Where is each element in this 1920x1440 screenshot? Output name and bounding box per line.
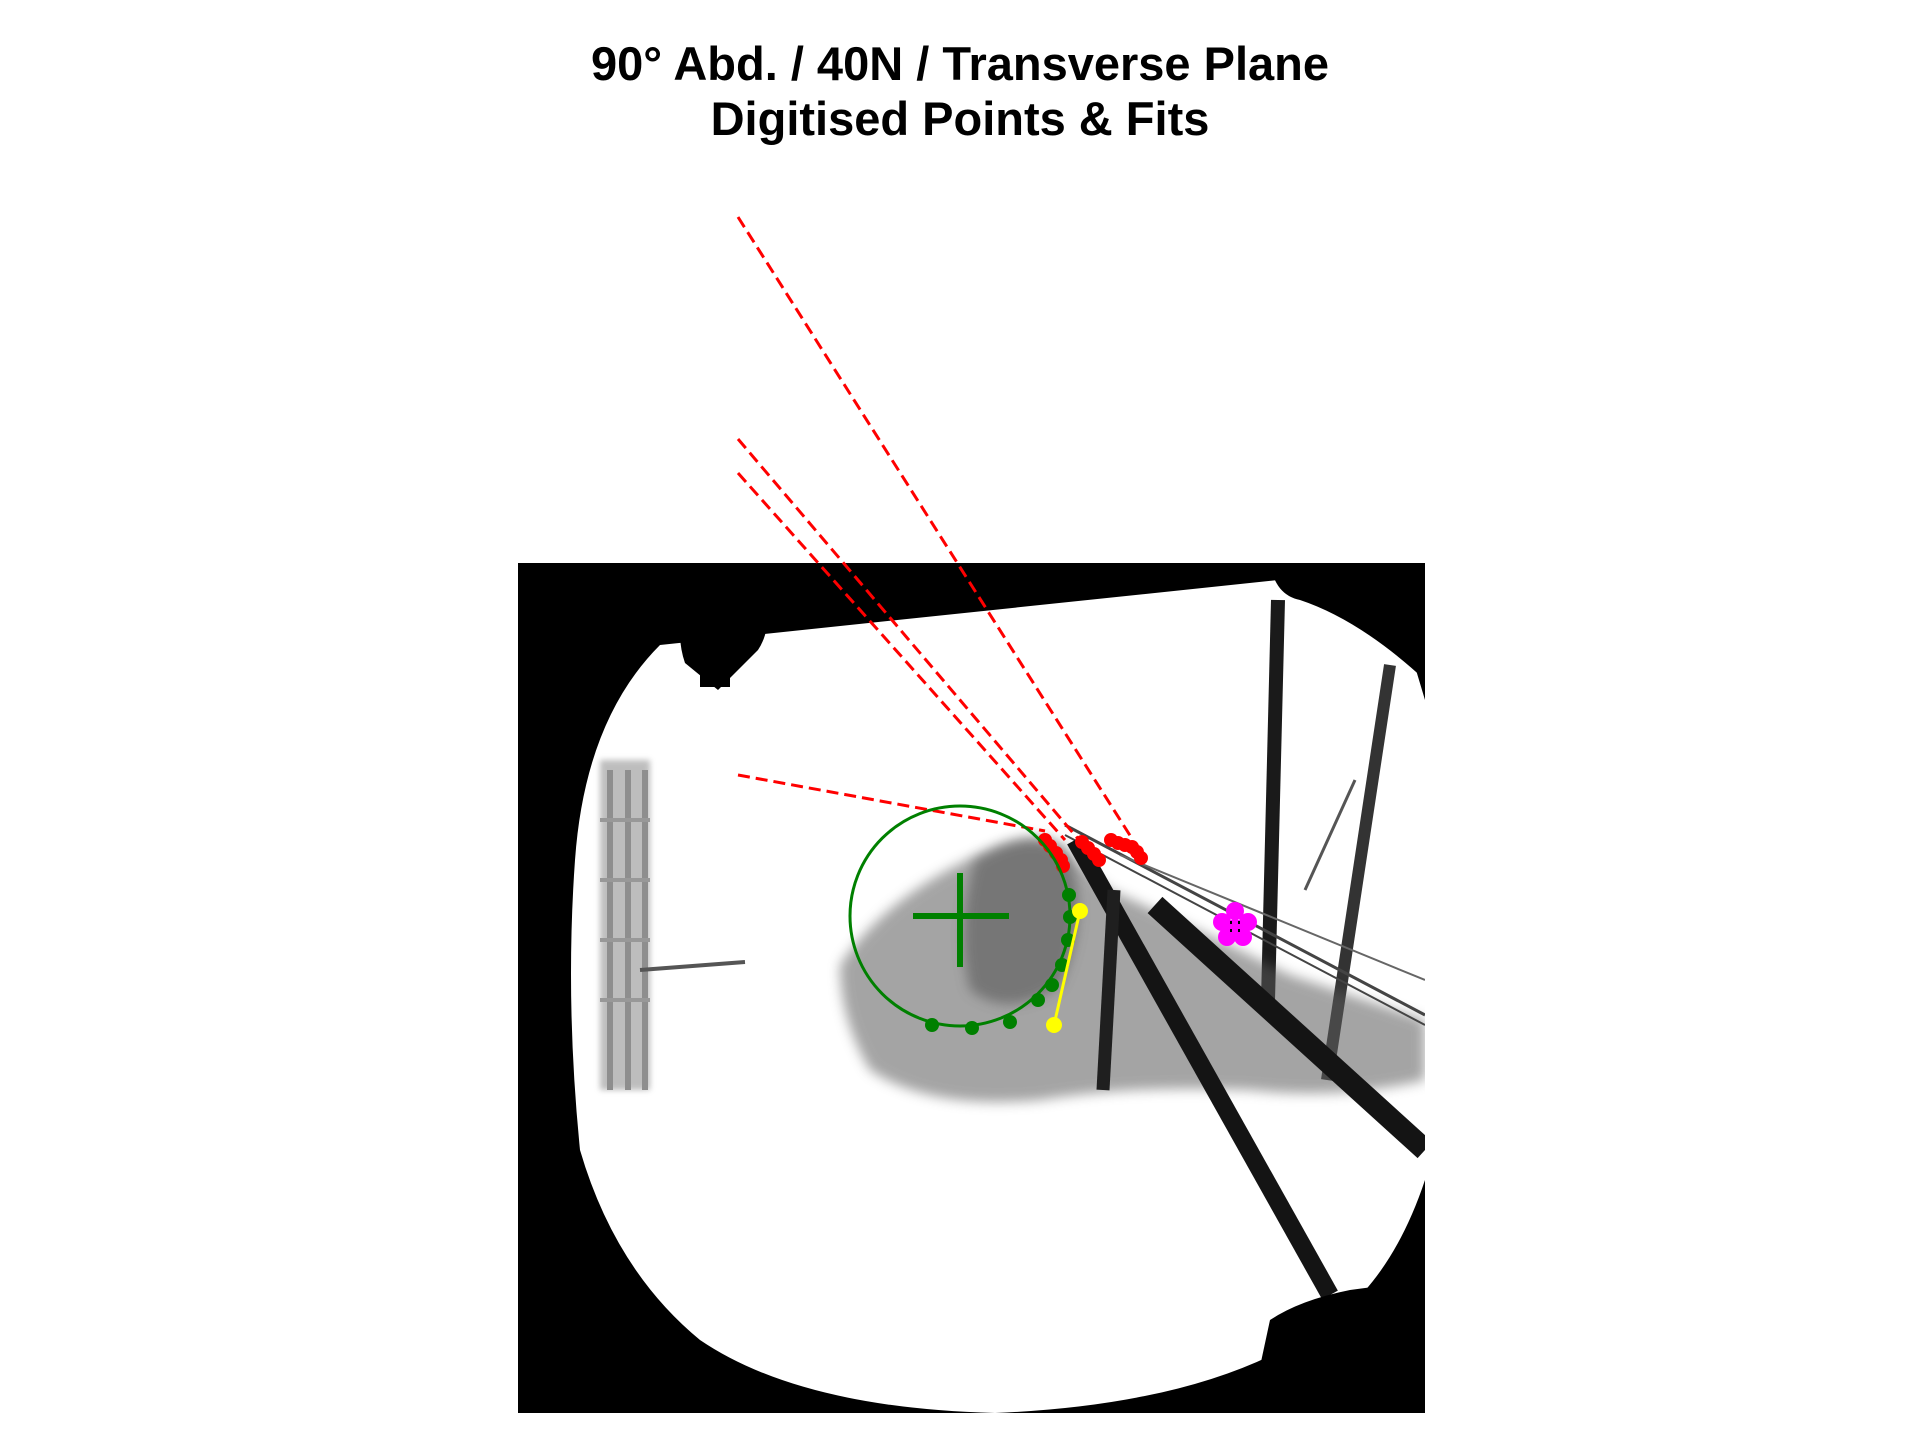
vertical-pin [1096,889,1121,1091]
arc-point [1031,993,1045,1007]
horizontal-wire [639,960,746,972]
vertical-rod-1 [1261,599,1285,1001]
tendon-line-3 [736,472,1067,841]
tendon-points [1038,833,1148,873]
arc-point [925,1018,939,1032]
yellow-point-top [1072,903,1088,919]
arc-point [1062,888,1076,902]
magenta-point [1226,902,1244,920]
head-fit [848,804,1077,1035]
figure-title-line-2: Digitised Points & Fits [710,92,1210,145]
tendon-point [1092,853,1106,867]
tendon-point [1134,851,1148,865]
bottom-right-clamp [1250,1280,1425,1413]
tendon-lines [736,216,1133,848]
magenta-point [1239,913,1257,931]
clamp-knob [700,655,730,687]
cable-3 [1119,854,1425,981]
magenta-point [1234,928,1252,946]
yellow-line [1052,910,1082,1026]
left-grid-structure [600,760,650,1090]
magenta-point [1213,913,1231,931]
magenta-marker [1213,902,1257,946]
arc-point [1003,1015,1017,1029]
xray-image [518,563,1425,1413]
figure-title-line-1: 90° Abd. / 40N / Transverse Plane [590,37,1330,90]
tendon-line-4 [737,773,1046,833]
vertical-rod-3 [1303,779,1357,891]
arc-point [965,1021,979,1035]
yellow-point-bottom [1046,1017,1062,1033]
humeral-head-shadow [963,840,1078,1004]
right-arm-clamp [1270,563,1425,680]
magenta-point [1218,928,1236,946]
tendon-line-1 [736,216,1133,838]
yellow-segment [1046,903,1088,1033]
arc-point [1045,978,1059,992]
diagonal-rod-short [1147,896,1425,1159]
